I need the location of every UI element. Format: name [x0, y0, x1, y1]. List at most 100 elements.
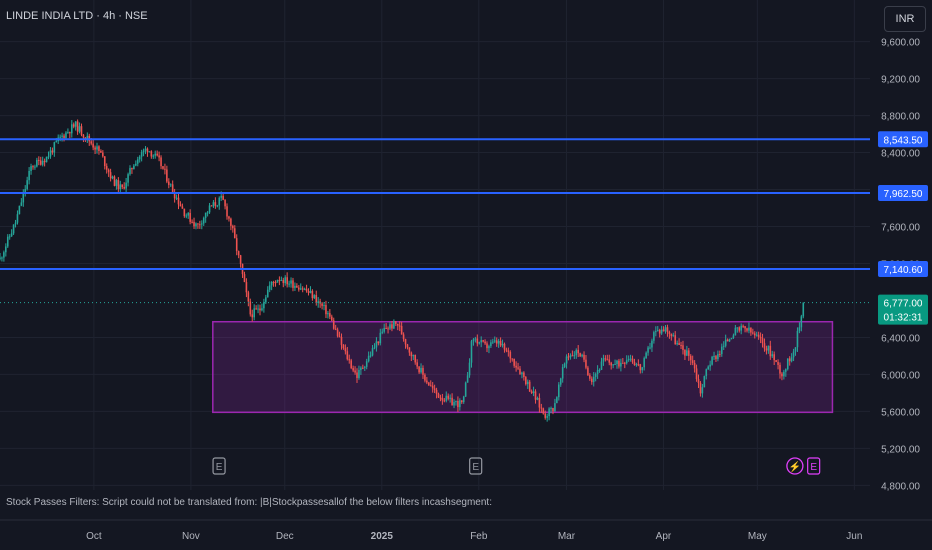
candle-body	[80, 126, 83, 135]
candle-body	[216, 205, 219, 207]
candle-body	[757, 334, 760, 337]
candle-body	[55, 141, 58, 143]
earnings-marker-label: E	[472, 462, 479, 473]
candle-body	[166, 169, 168, 182]
candle-body	[631, 358, 634, 363]
candle-body	[410, 352, 413, 357]
candle-body	[226, 206, 228, 217]
candle-body	[214, 202, 217, 206]
candle-body	[420, 367, 422, 373]
candle-body	[360, 367, 362, 370]
level-price-tag[interactable]	[878, 131, 928, 148]
candle-body	[790, 357, 793, 362]
candle-body	[468, 362, 471, 376]
candle-body	[435, 389, 438, 394]
candle-body	[556, 397, 558, 404]
candle-body	[358, 369, 360, 378]
candle-body	[645, 352, 647, 359]
candle-body	[540, 407, 543, 409]
candle-body	[393, 321, 395, 329]
candle-body	[177, 197, 180, 205]
candle-body	[424, 374, 426, 381]
candle-body	[779, 364, 781, 374]
candle-body	[713, 356, 715, 358]
price-tick-label: 5,600.00	[881, 407, 920, 418]
candle-body	[544, 413, 547, 418]
time-axis[interactable]: Oct Nov Dec 2025 Feb Mar Apr May Jun	[0, 519, 932, 542]
candle-body	[371, 348, 374, 356]
last-price-tag[interactable]	[878, 294, 928, 325]
candle-body	[276, 279, 279, 283]
candle-body	[486, 343, 488, 349]
candle-body	[325, 305, 327, 315]
currency-button[interactable]: INR	[884, 6, 926, 32]
candle-body	[495, 340, 498, 344]
earnings-marker[interactable]	[807, 457, 821, 475]
candle-body	[474, 338, 477, 340]
candle-body	[344, 348, 347, 352]
candle-body	[296, 285, 298, 288]
candle-body	[185, 215, 188, 217]
candle-body	[746, 328, 748, 331]
earnings-marker[interactable]	[469, 457, 483, 475]
candle-body	[414, 355, 417, 363]
candle-body	[592, 376, 595, 383]
candle-body	[284, 277, 287, 284]
candle-body	[777, 362, 779, 365]
candle-body	[278, 279, 281, 281]
candle-body	[478, 342, 481, 344]
candle-body	[121, 184, 124, 188]
candle-body	[38, 159, 40, 161]
candle-body	[583, 354, 585, 360]
candle-body	[734, 327, 737, 336]
candle-body	[373, 347, 376, 349]
price-axis[interactable]: 9,600.009,200.008,800.008,400.008,000.00…	[870, 0, 932, 550]
time-tick-label: Dec	[276, 531, 294, 542]
candle-body	[505, 349, 508, 351]
candle-body	[493, 340, 496, 342]
candle-body	[604, 358, 607, 360]
candle-body	[202, 217, 205, 224]
dividend-marker[interactable]	[786, 457, 804, 475]
price-tick-label: 4,800.00	[881, 481, 920, 492]
candle-body	[265, 297, 267, 303]
candle-body	[589, 375, 591, 379]
candle-body	[402, 334, 405, 339]
level-price-tag[interactable]	[878, 260, 928, 277]
candle-body	[189, 213, 191, 222]
candle-body	[191, 221, 193, 223]
candle-body	[684, 349, 686, 356]
candle-body	[235, 238, 238, 252]
candle-body	[125, 182, 127, 189]
candle-body	[625, 360, 628, 364]
candle-body	[720, 346, 723, 355]
candle-body	[623, 362, 626, 364]
candle-body	[146, 148, 149, 152]
candle-body	[656, 330, 659, 332]
candle-body	[561, 367, 564, 379]
level-price-tag[interactable]	[878, 184, 928, 201]
candle-body	[614, 364, 616, 366]
candle-body	[575, 349, 578, 356]
candle-body	[532, 391, 535, 394]
candle-body	[164, 168, 166, 170]
candle-body	[596, 370, 599, 375]
candle-body	[476, 338, 479, 344]
candle-body	[422, 367, 424, 375]
candle-body	[526, 381, 529, 385]
candle-body	[299, 288, 302, 290]
candle-body	[761, 338, 764, 344]
candle-body	[457, 400, 459, 408]
earnings-marker[interactable]	[212, 457, 226, 475]
candle-body	[695, 368, 698, 380]
level-price-label: 8,543.50	[884, 135, 923, 146]
candle-body	[641, 367, 644, 371]
candle-body	[228, 216, 230, 219]
candle-body	[530, 391, 533, 394]
candle-body	[187, 213, 190, 216]
candle-body	[375, 341, 378, 348]
candle-body	[282, 280, 285, 284]
candle-body	[222, 195, 224, 200]
candle-body	[294, 285, 296, 288]
